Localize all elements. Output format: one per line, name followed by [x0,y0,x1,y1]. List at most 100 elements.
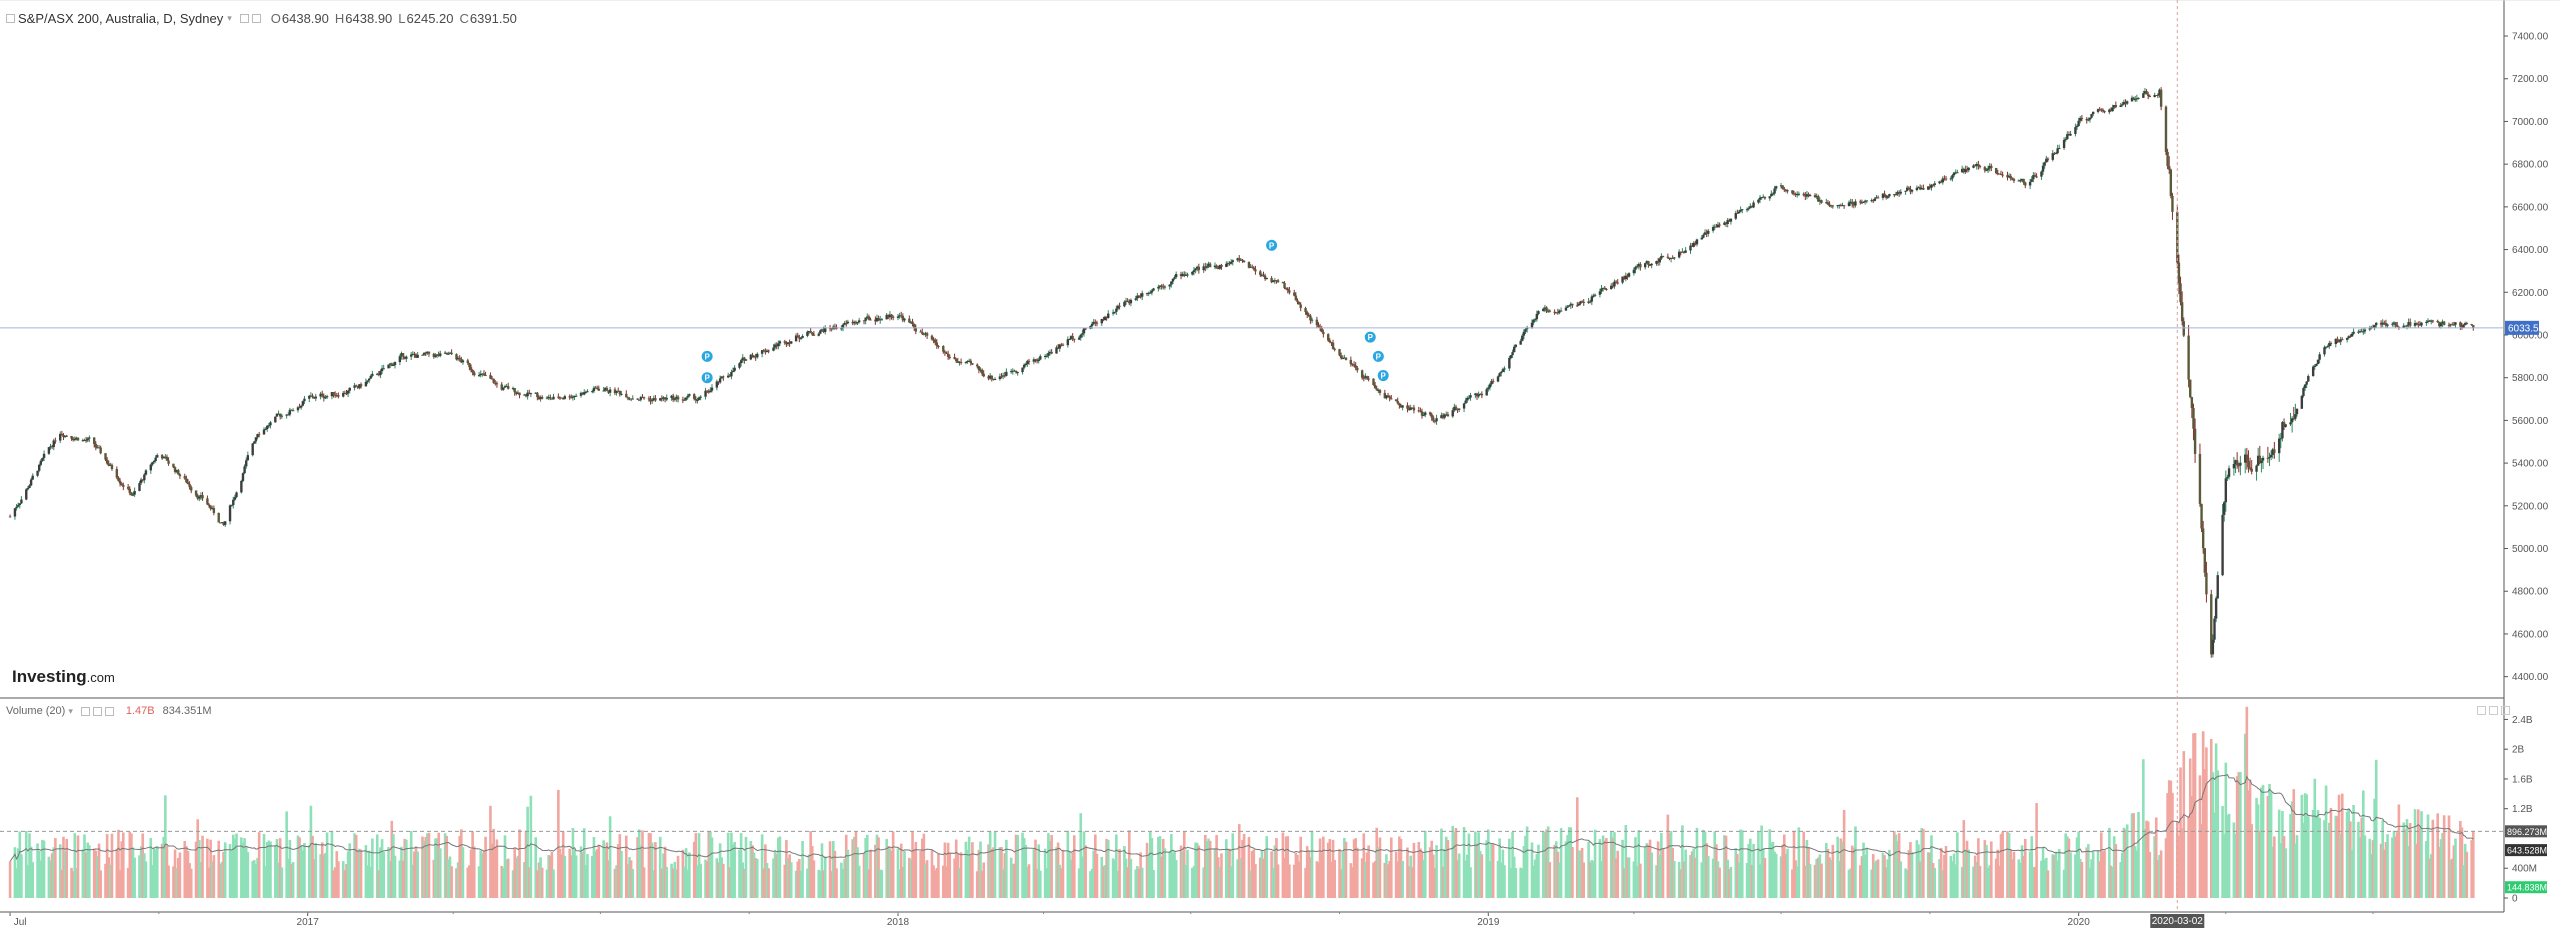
volume-bar [175,868,178,898]
candle-body [1157,286,1160,289]
volume-bar [1598,839,1602,898]
volume-bar [1553,844,1556,898]
volume-bar [954,839,958,898]
candle-body [240,480,243,493]
volume-bar [1983,840,1987,898]
volume-bar [2313,778,2317,898]
volume-bar [1129,859,1133,898]
volume-bar [602,840,605,898]
candle-body [2101,109,2105,112]
volume-bar [717,862,720,898]
candle-body [398,356,402,363]
volume-bar [1079,813,1083,898]
volume-bar [1047,833,1050,898]
volume-bar [1650,852,1653,898]
candle-body [1396,401,1399,404]
candle-body [505,386,508,388]
volume-bar [2001,831,2004,898]
volume-bar [65,838,68,898]
volume-bar [2198,775,2202,898]
candle-body [2145,91,2148,95]
candle-body [2363,329,2367,332]
volume-bar [891,831,895,898]
candle-body [1118,305,1121,307]
volume-bar [823,856,827,898]
candle-body [1906,187,1909,191]
volume-bar [1344,841,1348,898]
volume-bar [206,838,209,898]
candle-body [1102,318,1105,321]
candle-body [2189,379,2192,398]
volume-bar [2007,833,2011,898]
candle-body [1770,193,1773,197]
hide-icon[interactable] [92,706,102,716]
volume-bar [1005,839,1008,898]
volume-bar [97,843,101,898]
volume-bar [726,832,730,898]
candle-body [730,371,733,377]
volume-bar [1281,832,1285,898]
volume-bar [1807,847,1810,898]
chevron-down-icon[interactable]: ▾ [68,705,73,716]
candle-body [126,486,130,489]
volume-bar [513,848,516,898]
volume-bar [1939,847,1943,898]
hide-icon[interactable] [251,13,261,23]
volume-bar [1490,843,1493,898]
volume-bar [581,852,584,898]
candle-body [1589,301,1592,303]
volume-bar [1009,857,1013,898]
candle-body [1808,195,1812,197]
candle-body [629,398,633,400]
candle-body [1747,208,1750,210]
candle-body [311,395,314,398]
volume-bar [1859,865,1862,898]
candle-body [799,337,803,339]
volume-bar [2292,789,2296,898]
volume-bar [1761,848,1765,898]
volume-bar [466,867,470,898]
volume-bar [987,844,990,898]
volume-bar [2057,849,2061,898]
candle-body [448,352,452,354]
volume-bar [2109,865,2113,898]
volume-bar [1910,852,1914,898]
volume-bar [333,867,337,898]
volume-bar [2066,836,2069,898]
volume-bar [899,843,903,898]
candle-body [2221,514,2224,576]
volume-bar [2192,733,2195,898]
volume-bar [1905,870,1909,898]
candle-body [1424,412,1427,416]
candle-body [416,354,419,358]
volume-title[interactable]: Volume (20) [6,705,66,717]
close-pane-icon[interactable] [2501,706,2510,715]
close-icon[interactable] [104,706,114,716]
symbol-title[interactable]: S&P/ASX 200, Australia, D, Sydney [18,10,224,26]
collapse-icon[interactable] [6,13,15,23]
candle-body [62,434,65,438]
settings-icon[interactable] [239,13,249,23]
candle-body [1639,264,1642,268]
candle-body [1509,355,1513,358]
volume-bar [2239,771,2242,898]
volume-bar [1432,854,1435,898]
maximize-icon[interactable] [2477,706,2486,715]
candle-body [1689,245,1692,251]
volume-bar [1118,849,1121,898]
candle-body [188,484,191,488]
candle-body [743,357,746,361]
volume-bar [1315,861,1319,898]
candle-body [2030,179,2033,182]
candle-body [1988,165,1991,169]
collapse-pane-icon[interactable] [2489,706,2498,715]
volume-bar [1113,859,1117,898]
volume-bar [794,870,798,898]
volume-bar [382,851,385,898]
volume-bar [58,844,62,898]
candle-body [1317,325,1320,327]
chevron-down-icon[interactable]: ▾ [227,12,232,23]
volume-bar [571,828,575,898]
settings-icon[interactable] [80,706,90,716]
